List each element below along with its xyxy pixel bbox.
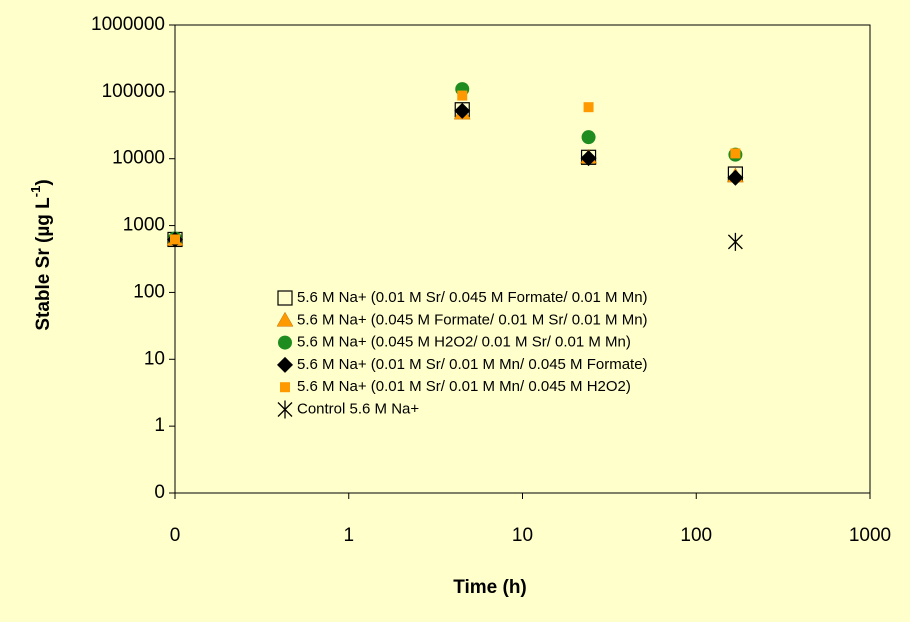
legend-label: 5.6 M Na+ (0.045 M Formate/ 0.01 M Sr/ 0… <box>297 311 648 328</box>
legend-label: 5.6 M Na+ (0.045 M H2O2/ 0.01 M Sr/ 0.01… <box>297 334 631 351</box>
y-tick-label: 0 <box>154 482 165 503</box>
marker <box>730 148 741 159</box>
y-tick-label: 1000 <box>123 215 165 236</box>
marker <box>580 150 597 167</box>
legend-label: 5.6 M Na+ (0.01 M Sr/ 0.01 M Mn/ 0.045 M… <box>297 378 631 395</box>
x-tick-label: 1000 <box>849 525 891 546</box>
y-title-end: ) <box>33 179 54 185</box>
legend-marker <box>278 335 292 350</box>
legend-marker <box>276 311 294 327</box>
marker <box>727 232 743 251</box>
y-tick-label: 1 <box>154 415 165 436</box>
legend-label: Control 5.6 M Na+ <box>297 400 419 417</box>
marker <box>454 102 471 119</box>
y-axis-title: Stable Sr (µg L-1) <box>28 179 54 330</box>
legend-marker <box>277 290 293 306</box>
y-tick-label: 1000000 <box>91 14 165 35</box>
y-tick-label: 100 <box>133 281 165 302</box>
y-title-sup: -1 <box>28 186 43 198</box>
x-tick-label: 10 <box>512 525 533 546</box>
x-tick-label: 1 <box>343 525 354 546</box>
y-tick-label: 100000 <box>102 81 165 102</box>
legend-marker <box>280 382 290 393</box>
legend-label: 5.6 M Na+ (0.01 M Sr/ 0.01 M Mn/ 0.045 M… <box>297 356 648 373</box>
x-tick-label: 0 <box>170 525 181 546</box>
marker <box>457 90 468 101</box>
y-tick-label: 10000 <box>112 148 165 169</box>
plot-area <box>174 24 871 494</box>
marker <box>583 102 594 113</box>
legend-marker <box>277 356 293 373</box>
marker <box>727 169 744 186</box>
x-tick-label: 100 <box>680 525 712 546</box>
y-title-main: Stable Sr (µg L <box>33 197 54 331</box>
y-tick-label: 10 <box>144 348 165 369</box>
marker <box>581 130 596 145</box>
legend-label: 5.6 M Na+ (0.01 M Sr/ 0.045 M Formate/ 0… <box>297 289 648 306</box>
legend-marker <box>277 400 293 419</box>
marker <box>170 234 180 245</box>
x-axis-title: Time (h) <box>453 577 527 598</box>
